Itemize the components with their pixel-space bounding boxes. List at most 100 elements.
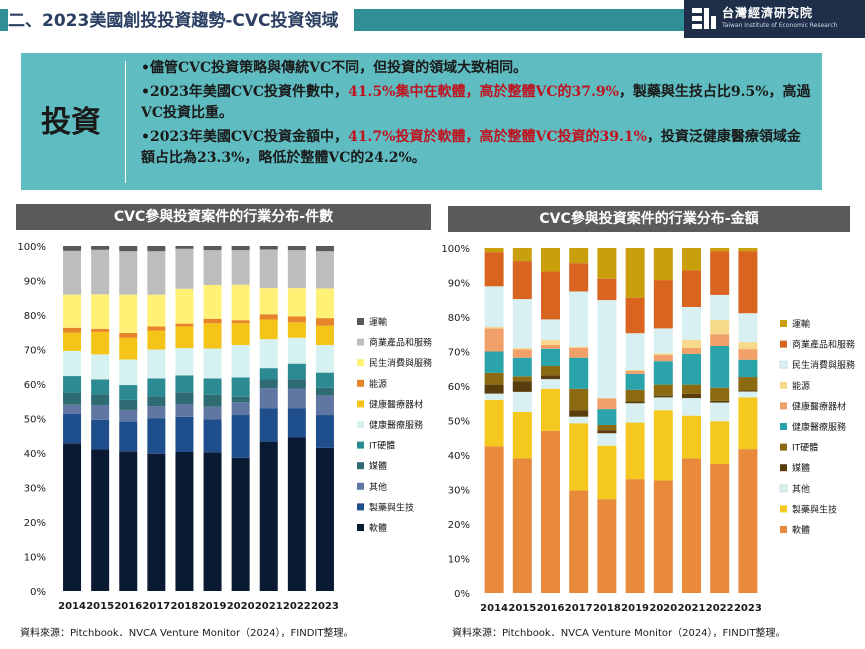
legend-swatch (357, 338, 364, 346)
bar-segment (682, 339, 701, 349)
y-tick-label: 20% (448, 520, 470, 531)
bar-segment (710, 400, 730, 403)
bar-segment (569, 423, 589, 491)
bar-segment (484, 446, 504, 593)
right-stacked-bar-chart: 0%10%20%30%40%50%60%70%80%90%100%2014 201… (441, 244, 855, 614)
bar-segment (625, 297, 645, 334)
legend-label: 製藥與生技 (792, 503, 837, 515)
bar-segment (653, 480, 673, 593)
bar-segment (63, 332, 82, 351)
bar-segment (203, 246, 222, 251)
bar-segment (625, 248, 645, 298)
legend-swatch (780, 423, 787, 430)
bar-segment (569, 347, 589, 358)
bullet-2-text-a: •2023年美國CVC投資件數中， (141, 84, 349, 100)
bar-segment (63, 350, 82, 377)
bullet-3-text-b: ，投資泛健康醫療領域金額占比為23.3%，略低於整體VC的24.2%。 (141, 129, 801, 166)
page-title: 二、2023美國創投投資趨勢-CVC投資領域 (8, 8, 355, 34)
legend-swatch (357, 524, 364, 531)
bar-segment (625, 369, 645, 371)
y-tick-label: 20% (24, 518, 46, 529)
bar-segment (738, 391, 758, 398)
bar-segment (512, 357, 532, 377)
bar-segment (259, 314, 278, 320)
bar-segment (287, 288, 306, 317)
bar-segment (541, 348, 560, 366)
bar-segment (175, 323, 194, 327)
bar-segment (653, 353, 673, 355)
bullet-3: •2023年美國CVC投資金額中，41.7%投資於軟體，高於整體VC投資的39.… (141, 127, 811, 169)
institute-logo-icon (692, 8, 716, 29)
bar-segment (119, 294, 138, 333)
bar-segment (203, 452, 222, 591)
bar-segment (119, 385, 138, 400)
summary-bullets: •儘管CVC投資策略與傳統VC不同，但投資的領域大致相同。 •2023年美國CV… (141, 58, 811, 172)
bar-segment (710, 251, 730, 295)
bar-segment (484, 248, 504, 253)
bullet-3-highlight: 41.7%投資於軟體，高於整體VC投資的39.1% (348, 129, 647, 145)
bar-segment (625, 403, 645, 423)
bar-segment (119, 359, 138, 386)
bar-segment (259, 288, 278, 315)
bar-segment (710, 402, 730, 422)
bar-segment (231, 345, 250, 378)
bar-segment (484, 286, 504, 328)
x-tick-label: 2020 (227, 601, 255, 612)
bar-segment (63, 250, 82, 295)
bar-segment (512, 458, 532, 593)
bar-segment (541, 319, 560, 341)
bar-segment (259, 441, 278, 591)
y-tick-label: 70% (24, 346, 46, 357)
legend-label: IT硬體 (369, 440, 395, 452)
bar-segment (541, 430, 560, 593)
bar-segment (512, 349, 532, 358)
bar-segment (710, 294, 730, 320)
legend-swatch (780, 340, 787, 348)
bar-segment (738, 251, 758, 314)
x-tick-label: 2016 (537, 603, 565, 614)
x-tick-label: 2015 (86, 601, 114, 612)
bar-segment (738, 349, 758, 360)
bar-segment (653, 395, 673, 398)
x-tick-label: 2018 (593, 603, 621, 614)
bar-segment (231, 415, 250, 458)
bar-segment (710, 319, 730, 335)
bar-segment (653, 361, 673, 385)
bar-segment (231, 457, 250, 591)
x-tick-label: 2014 (480, 603, 508, 614)
bar-segment (63, 376, 82, 393)
bar-segment (91, 405, 110, 420)
y-tick-label: 60% (24, 380, 46, 391)
y-tick-label: 30% (24, 484, 46, 495)
bar-segment (175, 392, 194, 405)
bar-segment (597, 248, 617, 279)
bar-segment (653, 248, 673, 281)
legend-label: IT硬體 (792, 442, 818, 454)
bar-segment (287, 363, 306, 380)
bar-segment (147, 418, 166, 454)
bar-segment (119, 337, 138, 360)
bar-segment (682, 398, 701, 416)
bar-segment (569, 388, 589, 411)
legend-label: 健康醫療服務 (792, 421, 846, 433)
bar-segment (710, 248, 730, 252)
bar-segment (91, 246, 110, 250)
y-tick-label: 90% (448, 279, 470, 290)
bar-segment (682, 458, 701, 593)
x-tick-label: 2014 (58, 601, 86, 612)
bar-segment (484, 399, 504, 447)
x-tick-label: 2015 (508, 603, 536, 614)
bar-segment (91, 394, 110, 406)
legend-label: 民生消費與服務 (792, 359, 855, 371)
bar-segment (287, 322, 306, 338)
y-tick-label: 0% (454, 589, 470, 600)
bar-segment (541, 271, 560, 320)
left-stacked-bar-chart: 0%10%20%30%40%50%60%70%80%90%100%2014 201… (17, 242, 432, 612)
summary-tag: 投資 (41, 105, 101, 140)
bar-segment (541, 248, 560, 272)
bar-segment (682, 384, 701, 394)
bar-segment (175, 326, 194, 349)
legend-label: 運輸 (792, 318, 810, 330)
bar-segment (315, 246, 334, 252)
bar-segment (512, 299, 532, 349)
